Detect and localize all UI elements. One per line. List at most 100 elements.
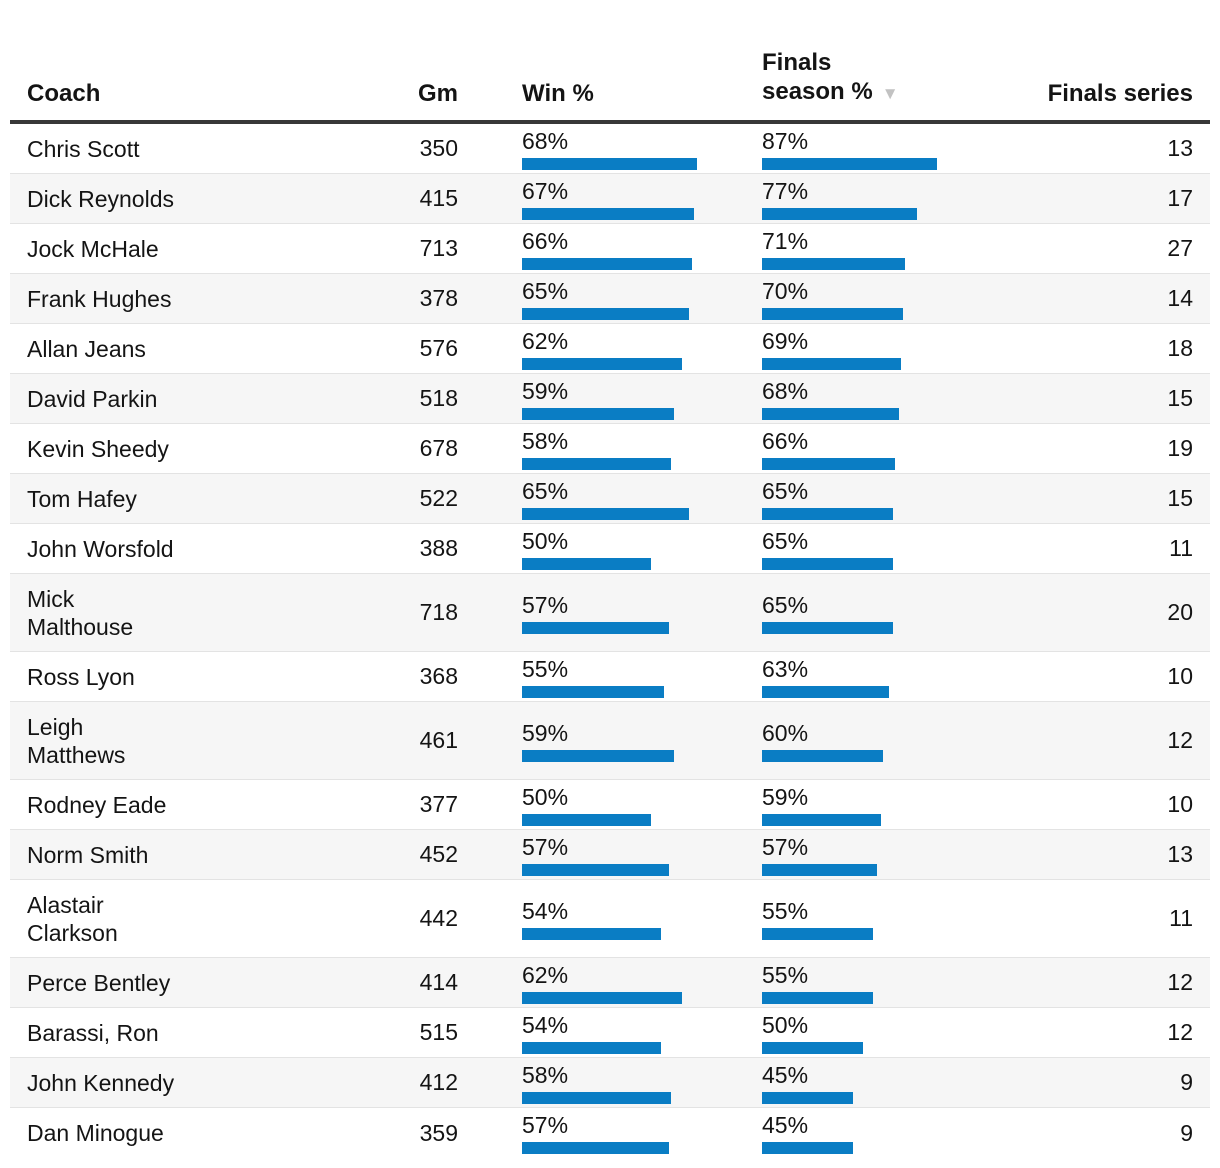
- finals-season-pct-cell: 65%: [762, 592, 1002, 634]
- finals-season-pct-value: 45%: [762, 1112, 809, 1138]
- win-pct-value: 59%: [522, 377, 569, 404]
- finals-season-pct-cell: 50%: [762, 1012, 1002, 1054]
- table-body: Chris Scott 350 68% 87% 13 Dick Reynolds…: [10, 124, 1210, 1158]
- finals-season-pct-cell: 77%: [762, 178, 1002, 220]
- finals-series-count: 10: [1167, 791, 1193, 817]
- finals-series-count: 27: [1167, 235, 1193, 261]
- finals-season-pct-value: 65%: [762, 477, 809, 504]
- coach-name: Chris Scott: [27, 135, 140, 162]
- finals-season-header-line1: Finals: [762, 49, 832, 76]
- win-pct-cell: 57%: [522, 1112, 762, 1154]
- table-row: Jock McHale 713 66% 71% 27: [10, 224, 1210, 274]
- finals-season-pct-cell: 71%: [762, 228, 1002, 270]
- column-header-coach[interactable]: Coach: [27, 80, 101, 107]
- finals-series-count: 10: [1167, 663, 1193, 689]
- finals-series-count: 17: [1167, 185, 1193, 211]
- win-pct-value: 66%: [522, 227, 569, 254]
- finals-season-pct-bar: [762, 991, 873, 1004]
- games-count: 415: [419, 185, 458, 211]
- win-pct-value: 58%: [522, 427, 569, 454]
- finals-series-count: 15: [1167, 385, 1193, 411]
- finals-series-count: 20: [1167, 599, 1193, 625]
- win-pct-bar: [522, 407, 674, 420]
- finals-season-pct-cell: 68%: [762, 378, 1002, 420]
- coach-name: Leigh Matthews: [27, 713, 126, 768]
- win-pct-bar: [522, 749, 674, 762]
- table-row: Frank Hughes 378 65% 70% 14: [10, 274, 1210, 324]
- win-pct-cell: 55%: [522, 656, 762, 698]
- finals-season-pct-bar: [762, 557, 893, 570]
- column-header-finals-series[interactable]: Finals series: [1047, 80, 1193, 107]
- finals-season-pct-cell: 45%: [762, 1112, 1002, 1154]
- win-pct-value: 59%: [522, 719, 569, 746]
- finals-season-pct-value: 68%: [762, 377, 809, 404]
- win-pct-value: 54%: [522, 897, 569, 924]
- win-pct-bar: [522, 863, 669, 876]
- games-count: 442: [419, 905, 458, 931]
- games-count: 368: [419, 663, 458, 689]
- win-pct-value: 62%: [522, 327, 569, 354]
- finals-season-pct-cell: 69%: [762, 328, 1002, 370]
- win-pct-cell: 50%: [522, 784, 762, 826]
- win-pct-cell: 54%: [522, 1012, 762, 1054]
- table-row: John Worsfold 388 50% 65% 11: [10, 524, 1210, 574]
- finals-series-count: 15: [1167, 485, 1193, 511]
- coach-name: Frank Hughes: [27, 285, 172, 312]
- coach-name: David Parkin: [27, 385, 158, 412]
- games-count: 518: [419, 385, 458, 411]
- win-pct-cell: 58%: [522, 1062, 762, 1104]
- coach-name: Mick Malthouse: [27, 585, 134, 640]
- coach-name: Perce Bentley: [27, 969, 171, 996]
- win-pct-cell: 62%: [522, 328, 762, 370]
- finals-series-count: 12: [1167, 969, 1193, 995]
- coach-name: Allan Jeans: [27, 335, 146, 362]
- win-pct-cell: 57%: [522, 592, 762, 634]
- win-pct-value: 50%: [522, 527, 569, 554]
- column-header-win-pct[interactable]: Win %: [522, 80, 594, 107]
- finals-season-pct-value: 65%: [762, 527, 809, 554]
- win-pct-value: 58%: [522, 1061, 569, 1088]
- finals-season-header-line2: season %: [762, 78, 873, 105]
- finals-series-count: 13: [1167, 135, 1193, 161]
- win-pct-bar: [522, 307, 689, 320]
- win-pct-bar: [522, 991, 682, 1004]
- finals-season-pct-value: 65%: [762, 591, 809, 618]
- finals-series-count: 12: [1167, 1019, 1193, 1045]
- coach-name: Alastair Clarkson: [27, 891, 118, 946]
- finals-season-pct-cell: 66%: [762, 428, 1002, 470]
- column-header-finals-season-pct[interactable]: Finals season % ▼: [762, 48, 1002, 108]
- finals-season-pct-value: 50%: [762, 1011, 809, 1038]
- games-count: 576: [419, 335, 458, 361]
- games-count: 388: [419, 535, 458, 561]
- finals-series-count: 11: [1169, 535, 1193, 561]
- finals-series-count: 19: [1167, 435, 1193, 461]
- finals-season-pct-bar: [762, 621, 893, 634]
- games-count: 461: [419, 727, 458, 753]
- finals-season-pct-value: 57%: [762, 833, 809, 860]
- finals-season-pct-value: 63%: [762, 655, 809, 682]
- win-pct-value: 65%: [522, 477, 569, 504]
- win-pct-bar: [522, 1041, 661, 1054]
- finals-series-count: 11: [1169, 905, 1193, 931]
- finals-season-pct-bar: [762, 157, 937, 170]
- games-count: 678: [419, 435, 458, 461]
- coach-name: Norm Smith: [27, 841, 149, 868]
- win-pct-value: 50%: [522, 783, 569, 810]
- table-row: Tom Hafey 522 65% 65% 15: [10, 474, 1210, 524]
- coach-name: Dan Minogue: [27, 1120, 164, 1146]
- finals-season-pct-value: 71%: [762, 227, 809, 254]
- win-pct-value: 68%: [522, 127, 569, 154]
- table-row: Chris Scott 350 68% 87% 13: [10, 124, 1210, 174]
- win-pct-cell: 59%: [522, 720, 762, 762]
- win-pct-value: 65%: [522, 277, 569, 304]
- finals-season-pct-cell: 65%: [762, 478, 1002, 520]
- finals-series-count: 13: [1167, 841, 1193, 867]
- table-row: Ross Lyon 368 55% 63% 10: [10, 652, 1210, 702]
- finals-season-pct-cell: 55%: [762, 898, 1002, 940]
- column-header-games[interactable]: Gm: [417, 80, 458, 107]
- games-count: 359: [419, 1119, 458, 1146]
- finals-season-pct-bar: [762, 457, 895, 470]
- win-pct-cell: 65%: [522, 478, 762, 520]
- finals-season-pct-bar: [762, 1091, 853, 1104]
- finals-season-pct-value: 87%: [762, 127, 809, 154]
